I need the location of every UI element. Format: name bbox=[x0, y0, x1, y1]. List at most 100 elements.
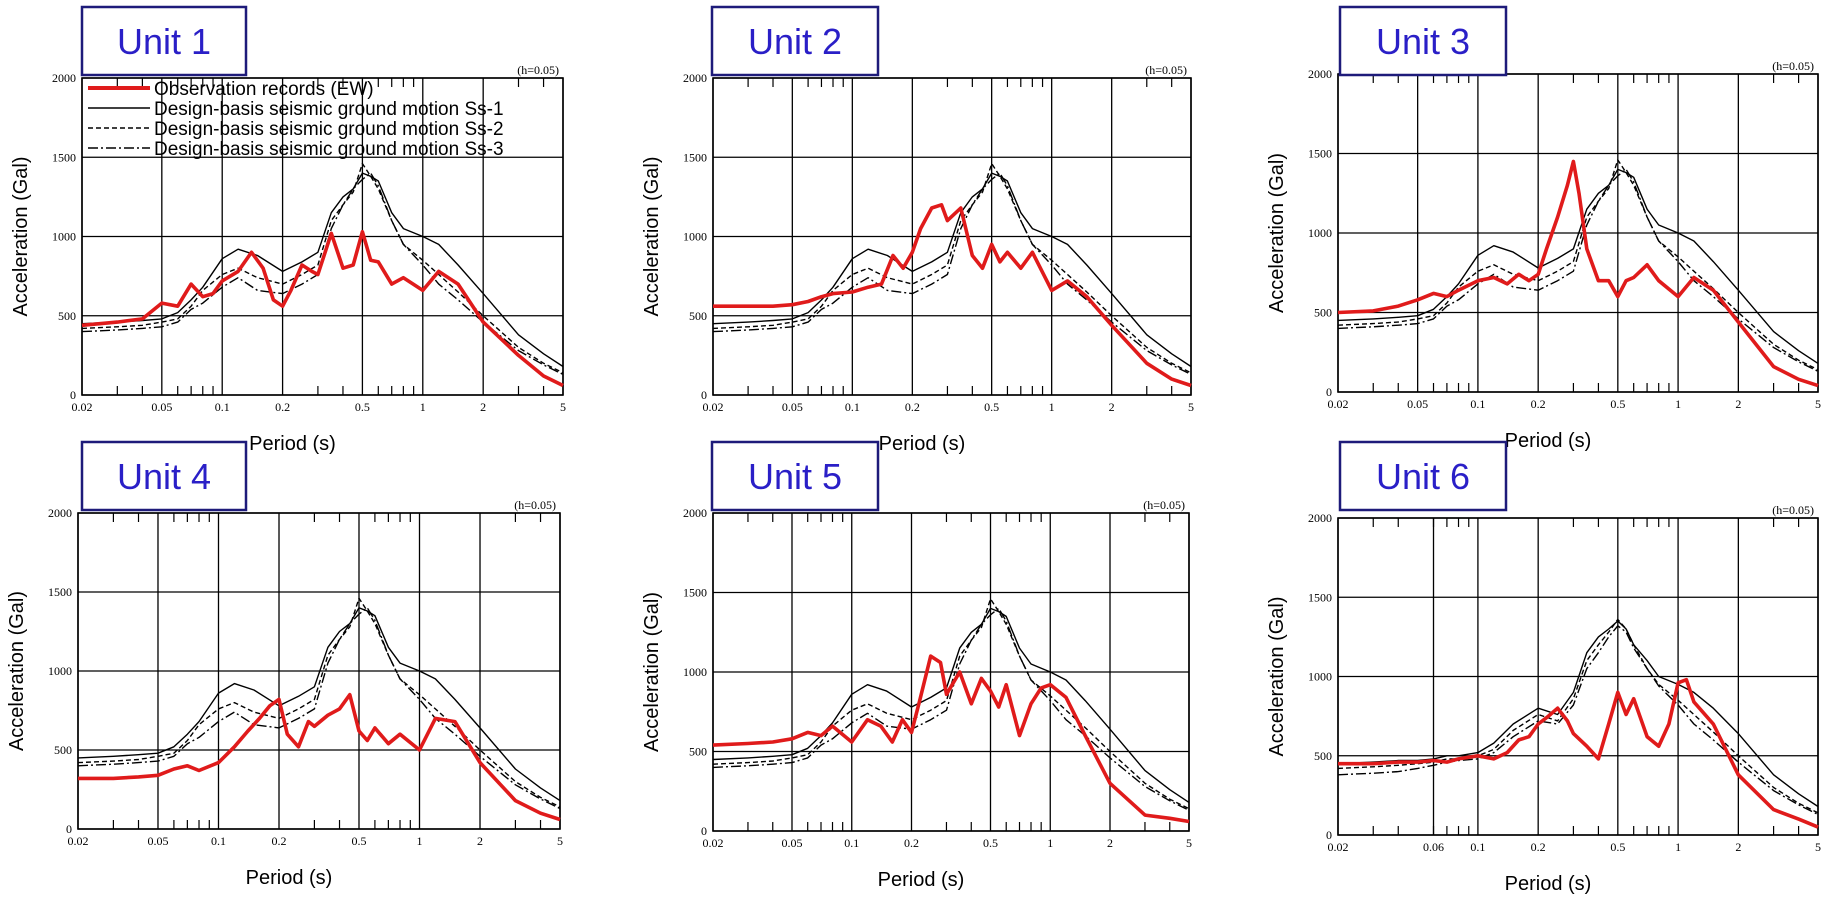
x-tick-label: 1 bbox=[1049, 400, 1055, 414]
x-tick-label: 5 bbox=[560, 400, 566, 414]
series-line-ss-3 bbox=[81, 172, 564, 376]
series-line-ss-3 bbox=[1337, 625, 1819, 816]
series-line-observation bbox=[712, 654, 1190, 824]
series-line-ss-3 bbox=[1337, 168, 1819, 372]
unit-label-box bbox=[710, 5, 880, 77]
unit-title: Unit 6 bbox=[1376, 456, 1470, 497]
x-axis-title: Period (s) bbox=[249, 433, 336, 455]
series-line-observation bbox=[1338, 677, 1819, 829]
y-axis-title: Acceleration (Gal) bbox=[1266, 596, 1288, 756]
x-tick-label: 0.05 bbox=[147, 834, 168, 848]
series-line-ss-3 bbox=[712, 607, 1190, 811]
y-tick-label: 500 bbox=[689, 745, 707, 759]
y-axis-title: Acceleration (Gal) bbox=[641, 592, 663, 752]
y-tick-label: 500 bbox=[689, 309, 707, 323]
x-tick-label: 0.02 bbox=[72, 400, 93, 414]
legend-entry: Observation records (EW) bbox=[154, 79, 374, 100]
y-axis-title: Acceleration (Gal) bbox=[10, 156, 32, 316]
x-tick-label: 2 bbox=[1107, 836, 1113, 850]
x-tick-label: 1 bbox=[1675, 840, 1681, 854]
series-line-ss-1 bbox=[81, 172, 564, 368]
x-tick-label: 0.05 bbox=[781, 836, 802, 850]
y-tick-label: 0 bbox=[701, 824, 707, 838]
x-tick-label: 2 bbox=[1735, 397, 1741, 411]
x-tick-label: 0.2 bbox=[1531, 840, 1546, 854]
y-tick-label: 2000 bbox=[1308, 511, 1332, 525]
y-axis-title: Acceleration (Gal) bbox=[641, 156, 663, 316]
y-axis-title: Acceleration (Gal) bbox=[6, 591, 28, 751]
plot-frame bbox=[712, 512, 1190, 832]
chart-panel-6: 0.02 0.06 0.1 0.2 0.5 1 2 5 0 500 1000 1500 2000 (h=0… bbox=[1266, 440, 1821, 895]
series-line-ss-3 bbox=[712, 172, 1192, 376]
series-line-ss-2 bbox=[1337, 159, 1819, 371]
x-tick-label: 2 bbox=[1735, 840, 1741, 854]
series-line-observation bbox=[1337, 159, 1819, 388]
series-line-observation bbox=[81, 229, 564, 388]
y-tick-label: 1500 bbox=[52, 150, 76, 164]
damping-note: (h=0.05) bbox=[514, 498, 556, 512]
y-tick-label: 0 bbox=[66, 822, 72, 836]
x-axis-title: Period (s) bbox=[878, 869, 965, 891]
x-tick-label: 0.5 bbox=[1610, 397, 1625, 411]
series-line-ss-2 bbox=[1337, 618, 1819, 814]
x-tick-label: 0.5 bbox=[984, 400, 999, 414]
chart-panel-5: 0.02 0.05 0.1 0.2 0.5 1 2 5 0 500 1000 1500 2000 (h=0… bbox=[641, 440, 1192, 891]
chart-panel-1: 0.02 0.05 0.1 0.2 0.5 1 2 5 0 500 1000 1500 2000 (h=0… bbox=[10, 5, 566, 455]
series-line-ss-2 bbox=[81, 162, 564, 374]
y-tick-label: 500 bbox=[1314, 306, 1332, 320]
y-tick-label: 500 bbox=[1314, 749, 1332, 763]
series-line-ss-3 bbox=[77, 607, 561, 810]
x-axis-title: Period (s) bbox=[246, 867, 333, 889]
x-tick-label: 0.1 bbox=[211, 834, 226, 848]
x-tick-label: 0.05 bbox=[782, 400, 803, 414]
y-tick-label: 1000 bbox=[1308, 670, 1332, 684]
y-tick-label: 1500 bbox=[1308, 590, 1332, 604]
y-tick-label: 2000 bbox=[683, 71, 707, 85]
plot-frame bbox=[81, 77, 564, 396]
x-tick-label: 0.1 bbox=[844, 836, 859, 850]
x-tick-label: 0.1 bbox=[845, 400, 860, 414]
x-tick-label: 1 bbox=[420, 400, 426, 414]
unit-label-box bbox=[1338, 5, 1508, 77]
unit-title: Unit 5 bbox=[748, 456, 842, 497]
plot-frame bbox=[1337, 73, 1819, 393]
x-tick-label: 0.2 bbox=[1531, 397, 1546, 411]
y-tick-label: 1500 bbox=[683, 150, 707, 164]
x-tick-label: 0.5 bbox=[351, 834, 366, 848]
x-tick-label: 0.06 bbox=[1423, 840, 1444, 854]
y-tick-label: 1500 bbox=[1308, 147, 1332, 161]
x-tick-label: 0.02 bbox=[1328, 397, 1349, 411]
x-tick-label: 0.05 bbox=[1407, 397, 1428, 411]
legend-entry: Design-basis seismic ground motion Ss-3 bbox=[154, 139, 504, 160]
x-tick-label: 0.2 bbox=[904, 836, 919, 850]
x-tick-label: 2 bbox=[477, 834, 483, 848]
y-tick-label: 0 bbox=[701, 388, 707, 402]
unit-label-box bbox=[80, 440, 248, 512]
unit-title: Unit 2 bbox=[748, 21, 842, 62]
x-tick-label: 1 bbox=[1047, 836, 1053, 850]
unit-title: Unit 3 bbox=[1376, 21, 1470, 62]
y-tick-label: 500 bbox=[54, 743, 72, 757]
x-tick-label: 0.5 bbox=[355, 400, 370, 414]
x-tick-label: 0.02 bbox=[1328, 840, 1349, 854]
x-tick-label: 1 bbox=[1675, 397, 1681, 411]
plot-frame bbox=[77, 512, 561, 830]
x-tick-label: 5 bbox=[1815, 397, 1821, 411]
series-line-ss-1 bbox=[712, 607, 1190, 803]
y-tick-label: 1000 bbox=[683, 230, 707, 244]
y-tick-label: 2000 bbox=[1308, 67, 1332, 81]
legend: Observation records (EW) Design-basis sei… bbox=[88, 79, 504, 160]
unit-label-box bbox=[710, 440, 880, 512]
x-axis-title: Period (s) bbox=[1505, 430, 1592, 452]
plot-frame bbox=[1337, 517, 1819, 836]
series-line-observation bbox=[713, 203, 1192, 388]
damping-note: (h=0.05) bbox=[1772, 59, 1814, 73]
y-tick-label: 0 bbox=[1326, 385, 1332, 399]
y-tick-label: 1500 bbox=[48, 585, 72, 599]
y-tick-label: 2000 bbox=[52, 71, 76, 85]
damping-note: (h=0.05) bbox=[1772, 503, 1814, 517]
series-line-ss-1 bbox=[1337, 620, 1819, 808]
x-tick-label: 1 bbox=[417, 834, 423, 848]
x-tick-label: 2 bbox=[480, 400, 486, 414]
